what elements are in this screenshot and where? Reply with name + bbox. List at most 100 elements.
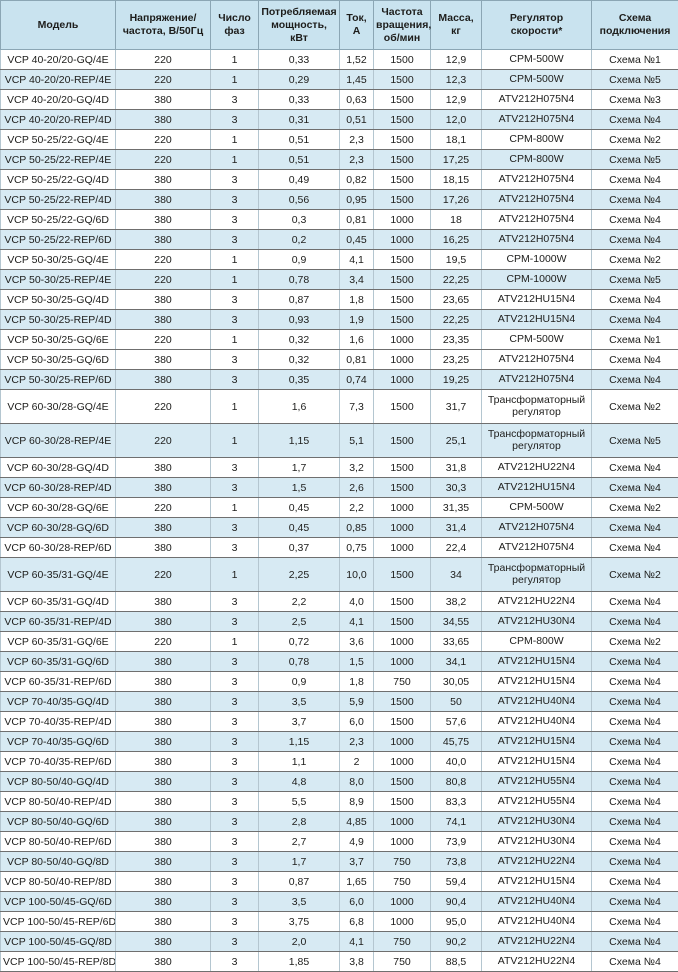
cell-voltage: 380 [116,792,211,812]
cell-voltage: 220 [116,390,211,424]
cell-phases: 3 [211,952,259,972]
cell-current: 2,3 [340,130,374,150]
cell-speed: 1000 [374,350,431,370]
cell-power: 0,51 [259,130,340,150]
cell-voltage: 380 [116,772,211,792]
column-header-speed: Частота вращения, об/мин [374,1,431,50]
cell-scheme: Схема №5 [592,150,678,170]
cell-mass: 25,1 [431,424,482,458]
cell-current: 1,8 [340,672,374,692]
cell-current: 5,9 [340,692,374,712]
cell-speed: 1500 [374,458,431,478]
cell-model: VCP 60-35/31-GQ/4E [1,558,116,592]
cell-mass: 40,0 [431,752,482,772]
cell-model: VCP 100-50/45-REP/6D [1,912,116,932]
cell-speed: 1500 [374,90,431,110]
cell-scheme: Схема №4 [592,210,678,230]
cell-model: VCP 60-30/28-REP/4E [1,424,116,458]
cell-power: 1,15 [259,424,340,458]
cell-mass: 30,3 [431,478,482,498]
cell-power: 0,33 [259,50,340,70]
column-header-mass: Масса, кг [431,1,482,50]
cell-regulator: ATV212HU15N4 [482,672,592,692]
cell-mass: 23,35 [431,330,482,350]
cell-phases: 3 [211,310,259,330]
column-header-phases: Число фаз [211,1,259,50]
cell-mass: 31,8 [431,458,482,478]
cell-phases: 3 [211,478,259,498]
cell-speed: 1500 [374,692,431,712]
cell-mass: 88,5 [431,952,482,972]
cell-voltage: 220 [116,50,211,70]
cell-current: 4,1 [340,250,374,270]
cell-phases: 1 [211,270,259,290]
cell-current: 0,74 [340,370,374,390]
cell-scheme: Схема №5 [592,70,678,90]
cell-scheme: Схема №2 [592,390,678,424]
cell-regulator: CPM-800W [482,130,592,150]
cell-power: 0,37 [259,538,340,558]
cell-speed: 750 [374,672,431,692]
cell-speed: 1000 [374,538,431,558]
cell-mass: 34,1 [431,652,482,672]
cell-scheme: Схема №1 [592,50,678,70]
cell-phases: 3 [211,190,259,210]
cell-power: 0,33 [259,90,340,110]
cell-regulator: ATV212HU15N4 [482,290,592,310]
cell-power: 2,7 [259,832,340,852]
cell-power: 2,2 [259,592,340,612]
cell-speed: 1500 [374,310,431,330]
cell-mass: 22,25 [431,270,482,290]
cell-regulator: ATV212HU22N4 [482,852,592,872]
cell-phases: 3 [211,872,259,892]
cell-voltage: 380 [116,458,211,478]
cell-power: 0,2 [259,230,340,250]
cell-regulator: ATV212H075N4 [482,90,592,110]
cell-regulator: ATV212HU15N4 [482,478,592,498]
cell-voltage: 380 [116,752,211,772]
cell-mass: 50 [431,692,482,712]
cell-regulator: ATV212H075N4 [482,210,592,230]
cell-speed: 1500 [374,478,431,498]
cell-scheme: Схема №5 [592,424,678,458]
cell-model: VCP 60-35/31-GQ/6D [1,652,116,672]
cell-phases: 3 [211,792,259,812]
cell-speed: 1500 [374,190,431,210]
cell-voltage: 380 [116,952,211,972]
cell-scheme: Схема №4 [592,832,678,852]
cell-scheme: Схема №2 [592,558,678,592]
cell-scheme: Схема №4 [592,932,678,952]
cell-phases: 3 [211,892,259,912]
cell-scheme: Схема №4 [592,772,678,792]
cell-regulator: ATV212HU15N4 [482,732,592,752]
cell-mass: 22,25 [431,310,482,330]
cell-regulator: ATV212H075N4 [482,538,592,558]
cell-scheme: Схема №4 [592,592,678,612]
cell-current: 3,6 [340,632,374,652]
cell-scheme: Схема №2 [592,130,678,150]
cell-model: VCP 50-30/25-GQ/6E [1,330,116,350]
cell-regulator: ATV212HU22N4 [482,458,592,478]
cell-regulator: ATV212HU22N4 [482,592,592,612]
cell-voltage: 220 [116,498,211,518]
cell-current: 2 [340,752,374,772]
cell-model: VCP 50-25/22-GQ/4D [1,170,116,190]
cell-scheme: Схема №4 [592,712,678,732]
cell-phases: 3 [211,912,259,932]
cell-model: VCP 50-25/22-GQ/6D [1,210,116,230]
cell-voltage: 220 [116,632,211,652]
cell-speed: 1500 [374,70,431,90]
cell-mass: 31,4 [431,518,482,538]
cell-power: 2,0 [259,932,340,952]
